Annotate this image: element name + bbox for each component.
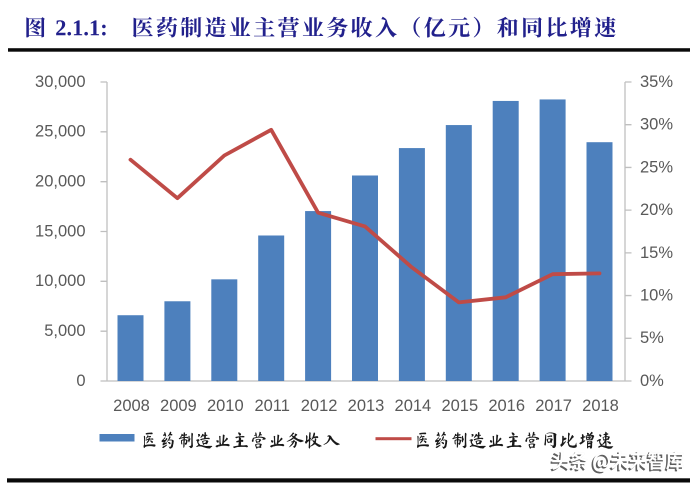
svg-text:0: 0 (76, 372, 85, 390)
svg-text:2010: 2010 (207, 397, 244, 415)
svg-text:2017: 2017 (535, 397, 572, 415)
svg-text:2011: 2011 (254, 397, 289, 415)
svg-text:2015: 2015 (441, 397, 478, 415)
svg-text:2012: 2012 (301, 397, 338, 415)
svg-text:20,000: 20,000 (35, 173, 85, 191)
svg-text:2013: 2013 (348, 397, 385, 415)
svg-text:2008: 2008 (113, 397, 150, 415)
svg-text:25,000: 25,000 (35, 123, 85, 141)
svg-text:5%: 5% (640, 329, 664, 347)
svg-text:10,000: 10,000 (35, 272, 85, 290)
svg-text:2016: 2016 (488, 397, 525, 415)
svg-text:30%: 30% (640, 116, 673, 134)
svg-text:5,000: 5,000 (44, 322, 85, 340)
svg-text:15,000: 15,000 (35, 222, 85, 240)
svg-text:10%: 10% (640, 287, 673, 305)
svg-text:0%: 0% (640, 372, 664, 390)
svg-text:2014: 2014 (395, 397, 432, 415)
svg-text:35%: 35% (640, 73, 673, 91)
svg-text:2009: 2009 (160, 397, 197, 415)
svg-text:15%: 15% (640, 244, 673, 262)
svg-text:30,000: 30,000 (35, 73, 85, 91)
svg-text:25%: 25% (640, 158, 673, 176)
svg-text:2018: 2018 (582, 397, 619, 415)
svg-text:20%: 20% (640, 201, 673, 219)
